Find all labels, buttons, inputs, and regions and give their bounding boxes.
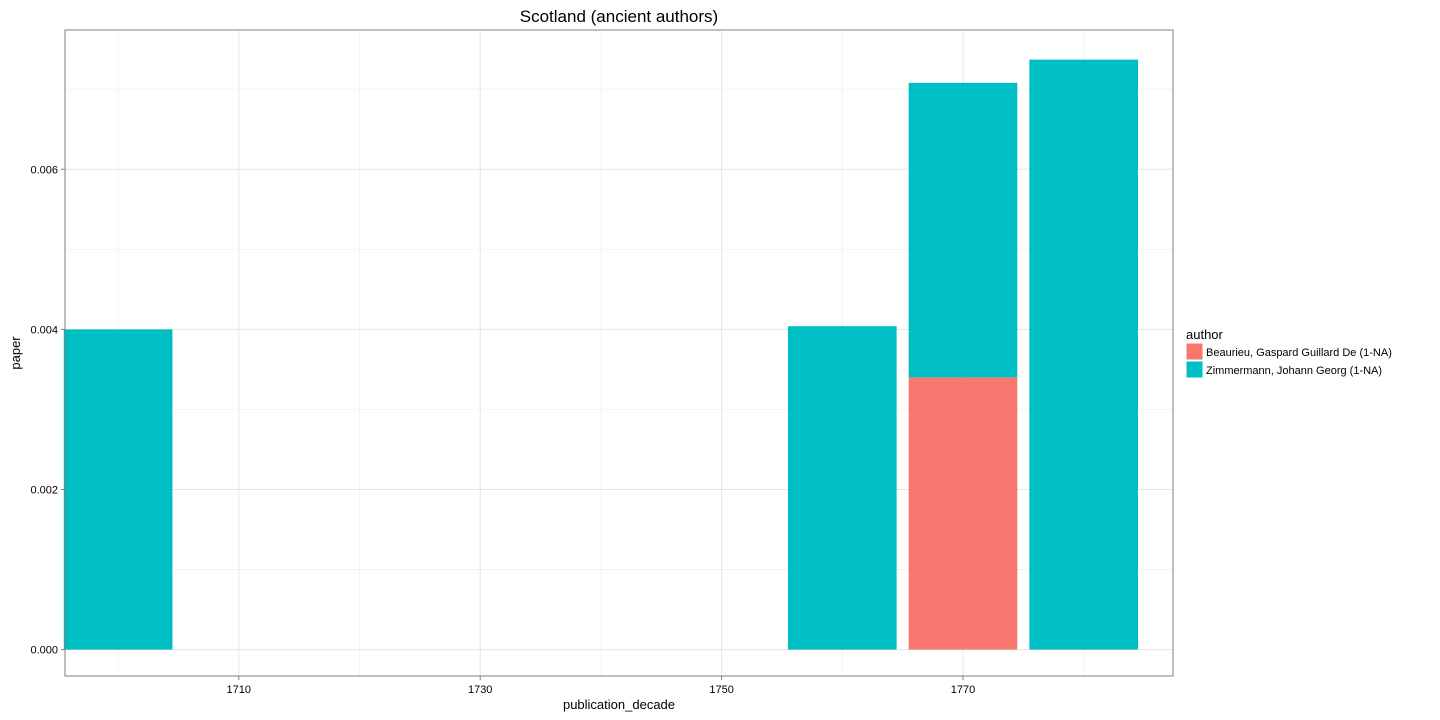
x-tick-label: 1750 [709,684,733,696]
legend-key-1 [1185,360,1204,379]
x-axis-title: publication_decade [563,697,675,712]
x-tick-label: 1710 [227,684,251,696]
y-tick-label: 0.002 [30,484,58,496]
bar-1770-series-1 [908,82,1018,378]
y-axis-title: paper [8,336,23,370]
x-tick-label: 1730 [468,684,492,696]
bar-1760-series-1 [787,326,897,650]
legend: author Beaurieu, Gaspard Guillard De (1-… [1185,327,1392,379]
y-tick-label: 0.006 [30,164,58,176]
x-tick-label: 1770 [951,684,975,696]
x-axis: 1710 1730 1750 1770 [227,676,975,696]
bar-1780-series-1 [1029,59,1138,650]
chart-title: Scotland (ancient authors) [520,7,718,26]
bars [63,59,1138,650]
legend-title: author [1186,327,1224,342]
legend-label-0: Beaurieu, Gaspard Guillard De (1-NA) [1206,347,1392,359]
y-axis: 0.000 0.002 0.004 0.006 [30,164,65,657]
legend-key-0 [1185,342,1204,361]
bar-1700-series-1 [63,329,173,650]
legend-label-1: Zimmermann, Johann Georg (1-NA) [1206,365,1382,377]
plot-border [64,29,1174,677]
grid-major [65,30,1173,676]
y-tick-label: 0.000 [30,645,58,657]
bar-1770-series-0 [908,377,1018,650]
y-tick-label: 0.004 [30,324,58,336]
